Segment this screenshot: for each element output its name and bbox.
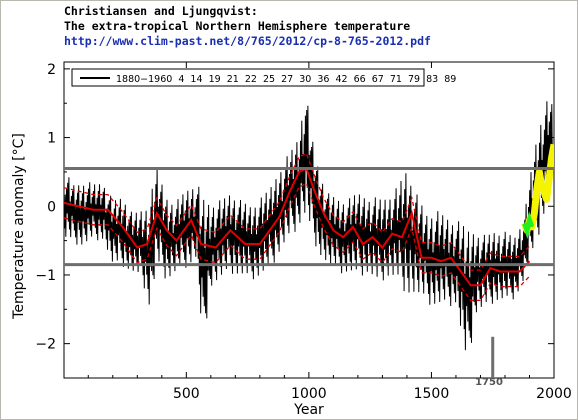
- x-axis-title: Year: [293, 402, 324, 418]
- smoothed-line: [64, 167, 531, 287]
- lower-band-line: [64, 182, 530, 302]
- x-tick-label: 2000: [536, 386, 572, 402]
- x-tick-label: 1500: [414, 386, 450, 402]
- title-line: The extra-tropical Northern Hemisphere t…: [64, 19, 411, 33]
- legend: 1880−1960 4 14 19 21 22 25 27 30 36 42 6…: [71, 68, 456, 87]
- legend-box: [71, 68, 425, 87]
- figure-header: Christiansen and Ljungqvist: The extra-t…: [64, 4, 431, 49]
- author-line: Christiansen and Ljungqvist:: [64, 4, 258, 18]
- x-tick-label: 500: [173, 386, 200, 402]
- x-tick-label: 1000: [291, 386, 327, 402]
- plot-area: [63, 61, 555, 379]
- instrumental-green-line: [522, 211, 535, 240]
- y-tick-label: −1: [35, 268, 56, 284]
- y-tick-label: 2: [47, 62, 56, 78]
- y-axis-title: Temperature anomaly [°C]: [11, 133, 27, 320]
- y-tick-label: 1: [47, 131, 56, 147]
- paper-link[interactable]: http://www.clim-past.net/8/765/2012/cp-8…: [64, 34, 431, 48]
- y-tick-label: 0: [47, 199, 56, 215]
- upper-band-line: [64, 152, 530, 271]
- legend-label: 1880−1960 4 14 19 21 22 25 27 30 36 42 6…: [116, 74, 456, 85]
- y-tick-label: −2: [35, 337, 56, 353]
- annual-reconstruction-line: [64, 101, 553, 351]
- year-1750-label: 1750: [475, 377, 503, 388]
